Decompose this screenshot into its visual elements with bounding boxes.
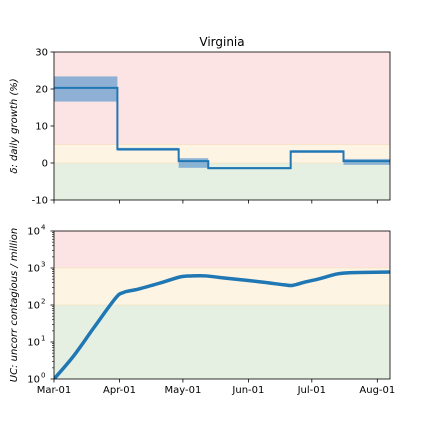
- contagious-y-tick-label-1: 10: [27, 338, 40, 349]
- contagious-x-tick-label-3: Jun-01: [231, 385, 264, 396]
- contagious-x-axis-ticks: Mar-01 Apr-01 May-01 Jun-01 Jul-01 Aug-01: [37, 379, 395, 396]
- contagious-band-0: [54, 231, 390, 268]
- contagious-band-2: [54, 305, 390, 379]
- growth-ci-box-0: [54, 76, 118, 102]
- growth-x-axis-ticks: [53, 200, 378, 204]
- contagious-y-tick-exponent-2: 2: [41, 298, 45, 306]
- growth-y-tick-label-1: 0: [42, 159, 48, 170]
- contagious-y-axis-label: UC: uncorr contagious / million: [9, 228, 20, 382]
- contagious-x-tick-label-1: Apr-01: [103, 385, 136, 396]
- growth-y-tick-label-0: -10: [32, 196, 48, 207]
- contagious-x-tick-label-5: Aug-01: [359, 385, 395, 396]
- contagious-line: [54, 270, 390, 379]
- growth-rate-panel: -10 0 10 20 30 Virginia δ: daily growth (%): [9, 35, 391, 207]
- growth-step-path: [54, 86, 390, 170]
- contagious-y-tick-label-4: 10: [27, 227, 40, 238]
- contagious-x-tick-label-0: Mar-01: [37, 385, 72, 396]
- contagious-x-tick-label-4: Jul-01: [297, 385, 326, 396]
- growth-y-tick-label-2: 10: [35, 122, 48, 133]
- contagious-background-bands: [54, 231, 390, 379]
- contagious-y-tick-exponent-3: 3: [41, 261, 45, 269]
- contagious-line-path: [54, 270, 390, 379]
- growth-y-tick-label-4: 30: [35, 48, 48, 59]
- contagious-y-tick-exponent-0: 0: [41, 372, 45, 380]
- chart-title: Virginia: [199, 35, 244, 49]
- contagious-y-tick-label-2: 10: [27, 301, 40, 312]
- contagious-y-tick-exponent-4: 4: [41, 224, 46, 232]
- contagious-y-tick-label-3: 10: [27, 264, 40, 275]
- contagious-y-tick-label-0: 10: [27, 375, 40, 386]
- growth-band-1: [54, 144, 390, 163]
- growth-y-axis-ticks: -10 0 10 20 30: [32, 48, 54, 207]
- growth-y-tick-label-3: 20: [35, 85, 48, 96]
- growth-ci-box-2: [178, 158, 209, 168]
- contagious-y-tick-exponent-1: 1: [41, 335, 45, 343]
- growth-step-line: [54, 86, 390, 170]
- contagious-x-tick-label-2: May-01: [164, 385, 201, 396]
- growth-background-bands: [54, 52, 390, 200]
- growth-y-axis-label: δ: daily growth (%): [9, 78, 20, 173]
